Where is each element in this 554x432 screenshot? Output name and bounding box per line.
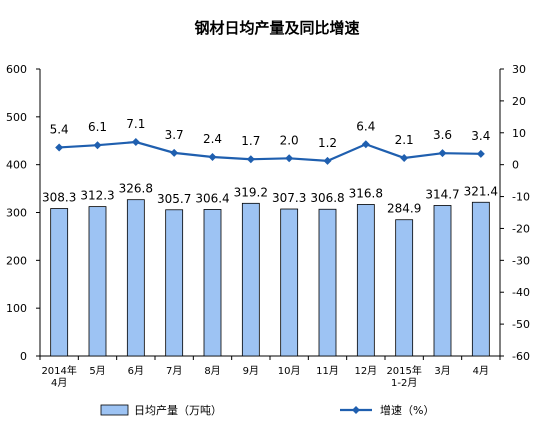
bar-value-label: 306.4 (195, 191, 229, 205)
y-tick-label-right: 10 (512, 127, 526, 140)
bar-value-label: 326.8 (119, 182, 153, 196)
bar-value-label: 307.3 (272, 191, 306, 205)
x-tick-label: 7月 (166, 365, 182, 377)
growth-value-label: 2.1 (395, 133, 414, 147)
growth-line-path (59, 140, 481, 162)
legend: 日均产量（万吨） 增速（%） (100, 403, 434, 417)
y-tick-label-left: 500 (6, 111, 27, 124)
growth-value-label: 5.4 (50, 122, 69, 136)
growth-marker (208, 153, 217, 162)
bar (50, 208, 69, 357)
y-tick-label-left: 400 (6, 159, 27, 172)
growth-value-label: 1.7 (241, 134, 260, 148)
x-tick-label: 9月 (243, 365, 259, 377)
legend-bar-swatch (100, 404, 129, 416)
bar (203, 209, 222, 357)
y-tick-label-right: -30 (512, 254, 530, 267)
bars (50, 199, 490, 357)
bar (241, 202, 260, 357)
y-tick-label-right: -40 (512, 286, 530, 299)
legend-line-marker (352, 406, 360, 414)
bar-value-label: 312.3 (80, 189, 114, 203)
bar (318, 208, 337, 357)
bar-value-label: 308.3 (42, 191, 76, 205)
x-tick-label: 6月 (128, 365, 144, 377)
bar-value-label: 305.7 (157, 192, 191, 206)
y-tick-label-right: 20 (512, 95, 526, 108)
y-tick-label-left: 0 (20, 350, 27, 363)
x-tick-label: 12月 (354, 365, 377, 377)
x-tick-label: 3月 (434, 365, 450, 377)
bar (165, 209, 184, 357)
bar-value-label: 316.8 (349, 186, 383, 200)
x-tick-label: 4月 (51, 377, 67, 389)
growth-marker (438, 149, 447, 158)
x-tick-label: 4月 (473, 365, 489, 377)
growth-marker (131, 138, 140, 147)
growth-value-label: 7.1 (126, 117, 145, 131)
y-tick-label-right: 30 (512, 63, 526, 76)
bar-value-label: 284.9 (387, 202, 421, 216)
x-tick-label: 10月 (278, 365, 301, 377)
bar (395, 219, 414, 357)
bar (126, 199, 145, 357)
y-tick-label-left: 100 (6, 302, 27, 315)
growth-value-label: 3.4 (471, 129, 490, 143)
growth-value-label: 6.4 (356, 119, 375, 133)
bar (88, 206, 107, 357)
data-labels: 308.3 312.3 326.8 305.7 306.4 319.2 307.3 306.8… (42, 117, 498, 216)
bar-value-label: 319.2 (234, 185, 268, 199)
bar (471, 201, 490, 357)
growth-value-label: 3.7 (165, 128, 184, 142)
bar (280, 208, 299, 357)
y-tick-label-left: 300 (6, 207, 27, 220)
growth-marker (55, 143, 64, 152)
growth-marker (476, 149, 485, 158)
growth-value-label: 2.0 (280, 133, 299, 147)
growth-marker (400, 153, 409, 162)
x-tick-label: 1-2月 (391, 377, 417, 389)
growth-marker (323, 156, 332, 165)
x-tick-label: 8月 (204, 365, 220, 377)
y-tick-label-left: 600 (6, 63, 27, 76)
x-tick-label: 2014年 (41, 364, 76, 377)
y-tick-label-right: -20 (512, 222, 530, 235)
y-tick-label-right: 0 (512, 159, 519, 172)
legend-bar-label: 日均产量（万吨） (134, 403, 222, 417)
bar-value-label: 306.8 (310, 191, 344, 205)
y-tick-label-right: -50 (512, 318, 530, 331)
growth-value-label: 3.6 (433, 128, 452, 142)
growth-value-label: 1.2 (318, 136, 337, 150)
growth-marker (285, 154, 294, 163)
x-tick-label: 5月 (89, 365, 105, 377)
x-tick-label: 2015年 (386, 364, 421, 377)
y-tick-label-right: -10 (512, 191, 530, 204)
growth-line (55, 138, 485, 165)
legend-line-label: 增速（%） (380, 403, 434, 417)
bar-value-label: 321.4 (464, 184, 498, 198)
bar (433, 205, 452, 357)
y-tick-label-left: 200 (6, 254, 27, 267)
bar-value-label: 314.7 (425, 187, 459, 201)
axes: 0 100 200 300 400 500 600 -60 -50 -40 -30 -20 -10 0 10… (6, 63, 530, 389)
bar (356, 204, 375, 357)
growth-marker (93, 141, 102, 150)
growth-value-label: 6.1 (88, 120, 107, 134)
growth-marker (246, 155, 255, 164)
y-tick-label-right: -60 (512, 350, 530, 363)
chart-title: 钢材日均产量及同比增速 (194, 19, 359, 37)
x-tick-label: 11月 (316, 365, 339, 377)
growth-marker (170, 148, 179, 157)
growth-marker (361, 140, 370, 149)
growth-value-label: 2.4 (203, 132, 222, 146)
